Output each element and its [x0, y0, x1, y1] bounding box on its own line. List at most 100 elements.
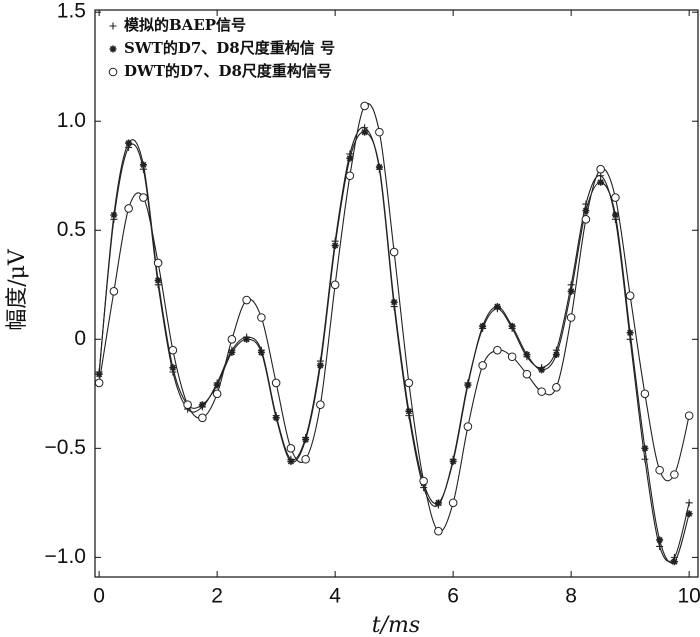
- marker: [94, 378, 104, 388]
- marker: [95, 370, 103, 378]
- marker: [227, 334, 237, 344]
- legend-marker: [109, 45, 117, 53]
- marker: [552, 382, 561, 392]
- y-tick-label: 1.5: [57, 0, 86, 23]
- plot-frame: [94, 9, 699, 578]
- marker: [301, 454, 310, 464]
- marker: [404, 378, 414, 388]
- y-tick-label: −1.0: [45, 545, 86, 568]
- x-axis-label: t/ms: [372, 613, 420, 637]
- marker: [641, 444, 649, 452]
- marker: [110, 211, 118, 219]
- marker: [287, 457, 295, 465]
- marker: [507, 352, 517, 362]
- marker: [361, 128, 369, 136]
- y-tick-label: 0.5: [57, 218, 86, 241]
- x-tick-label: 0: [93, 585, 105, 608]
- legend-label: 模拟的BAEP信号: [124, 16, 246, 34]
- marker: [508, 322, 516, 330]
- marker: [626, 329, 634, 337]
- marker: [582, 207, 590, 215]
- marker: [670, 558, 678, 566]
- marker: [198, 401, 206, 409]
- marker: [670, 470, 679, 479]
- marker: [464, 381, 472, 389]
- marker: [242, 295, 251, 305]
- y-axis-label: 幅度/μV: [5, 248, 30, 331]
- marker: [684, 411, 694, 420]
- marker: [611, 193, 620, 202]
- marker: [625, 291, 635, 300]
- legend-label: DWT的D7、D8尺度重构信号: [124, 62, 332, 80]
- marker: [228, 348, 236, 356]
- marker: [611, 211, 619, 219]
- marker: [597, 178, 605, 186]
- marker: [537, 387, 546, 396]
- y-tick-label: 0: [74, 327, 86, 350]
- x-tick-label: 10: [677, 585, 700, 608]
- marker: [375, 163, 383, 171]
- marker: [463, 422, 473, 431]
- y-tick-label: 1.0: [57, 109, 86, 132]
- marker: [390, 298, 398, 306]
- marker: [596, 164, 605, 174]
- marker: [257, 348, 265, 356]
- marker: [581, 215, 591, 224]
- legend-label: SWT的D7、D8尺度重构信 号: [124, 39, 335, 57]
- marker: [212, 389, 222, 399]
- y-tick-label: −0.5: [45, 436, 86, 459]
- marker: [493, 345, 502, 355]
- marker: [316, 400, 325, 410]
- marker: [139, 193, 148, 202]
- marker: [139, 161, 147, 169]
- marker: [685, 499, 693, 507]
- marker: [169, 364, 177, 372]
- legend-marker: [108, 67, 118, 77]
- legend-marker: [109, 22, 117, 30]
- marker: [330, 280, 340, 290]
- marker: [109, 287, 119, 296]
- marker: [331, 242, 339, 250]
- marker: [655, 465, 664, 475]
- marker: [286, 444, 296, 453]
- marker: [493, 303, 501, 311]
- marker: [405, 407, 413, 415]
- x-tick-label: 8: [565, 585, 577, 608]
- marker: [302, 436, 310, 444]
- marker: [346, 154, 354, 162]
- marker: [552, 351, 560, 359]
- marker: [478, 361, 487, 370]
- marker: [479, 322, 487, 330]
- marker: [523, 351, 531, 359]
- marker: [538, 366, 546, 374]
- marker: [566, 313, 576, 322]
- marker: [198, 413, 207, 423]
- marker: [641, 455, 649, 463]
- marker: [449, 457, 457, 465]
- marker: [316, 361, 324, 369]
- marker: [213, 381, 221, 389]
- marker: [257, 313, 266, 322]
- marker: [272, 414, 280, 422]
- marker: [154, 276, 162, 284]
- x-tick-label: 2: [211, 585, 223, 608]
- marker: [656, 536, 664, 544]
- marker: [419, 476, 428, 486]
- marker: [243, 335, 251, 343]
- marker: [375, 127, 384, 137]
- series-line: [98, 103, 690, 533]
- marker: [345, 171, 355, 181]
- marker: [125, 139, 133, 147]
- x-tick-label: 4: [329, 585, 341, 608]
- marker: [434, 526, 443, 536]
- series-line: [98, 131, 690, 564]
- series-line: [98, 126, 690, 562]
- x-tick-label: 6: [447, 585, 459, 608]
- marker: [448, 498, 458, 508]
- marker: [522, 369, 532, 379]
- marker: [567, 281, 575, 289]
- marker: [567, 287, 575, 295]
- marker: [183, 400, 192, 410]
- marker: [434, 499, 442, 507]
